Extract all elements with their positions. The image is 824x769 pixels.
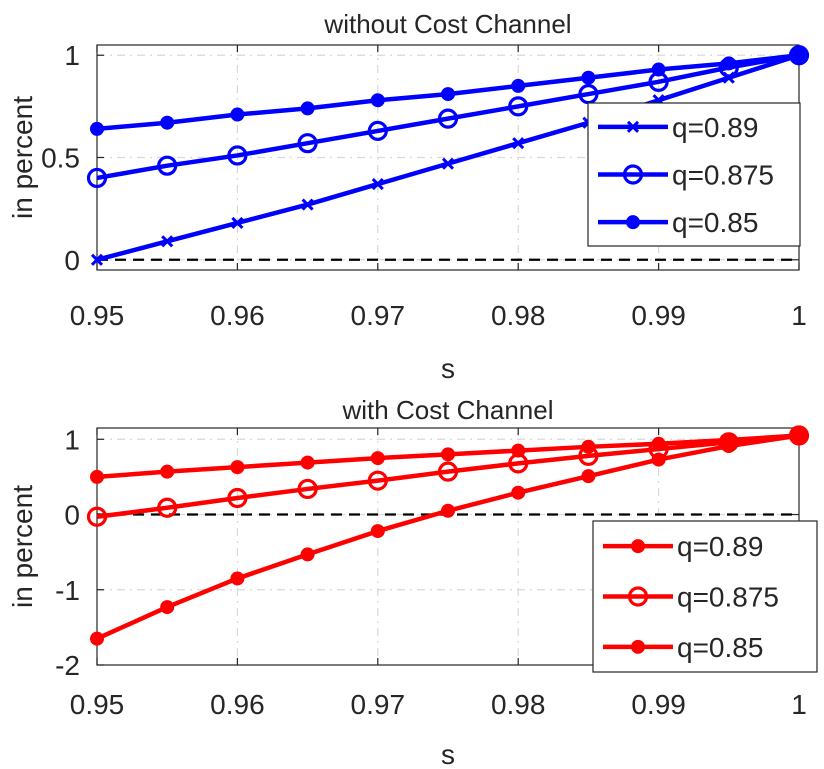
data-point xyxy=(300,547,315,562)
x-tick-label: 1 xyxy=(791,300,807,331)
data-point xyxy=(230,460,245,475)
x-tick-label: 0.99 xyxy=(631,689,686,720)
data-point xyxy=(581,70,596,85)
data-point xyxy=(508,96,529,117)
legend-label: q=0.89 xyxy=(677,531,763,562)
data-point xyxy=(90,253,104,266)
legend-swatch-marker xyxy=(631,639,645,654)
data-point xyxy=(301,198,314,211)
data-point xyxy=(157,155,178,176)
y-tick-label: 0.5 xyxy=(41,143,80,174)
y-tick-label: -2 xyxy=(55,650,80,681)
data-point xyxy=(721,433,736,448)
data-point xyxy=(160,115,175,130)
legend-swatch-marker xyxy=(622,164,644,185)
legend: q=0.89 q=0.875 q=0.85 xyxy=(592,520,818,673)
data-point xyxy=(297,478,318,500)
legend-swatch-marker xyxy=(627,586,649,607)
data-point xyxy=(792,428,806,443)
data-point xyxy=(300,455,315,470)
x-tick-label: 0.96 xyxy=(210,300,265,331)
data-point xyxy=(370,451,385,466)
data-point xyxy=(161,235,174,248)
data-point xyxy=(370,524,385,539)
x-tick-label: 0.96 xyxy=(210,689,265,720)
series-line xyxy=(96,53,800,181)
legend-swatch-marker xyxy=(631,539,645,554)
data-point xyxy=(511,485,526,500)
data-point xyxy=(441,157,455,170)
series-q=0.85 xyxy=(90,48,806,136)
data-point xyxy=(90,121,104,136)
x-tick-label: 0.98 xyxy=(491,300,546,331)
data-point xyxy=(511,443,526,458)
data-point xyxy=(581,439,596,454)
bottom-chart-panel: 0.95 0.96 0.97 0.98 0.99 1 -2 -1 0 1 with Cost Cha… xyxy=(7,395,818,769)
data-point xyxy=(367,470,388,491)
series-line xyxy=(96,433,800,520)
data-point xyxy=(437,108,459,129)
x-tick-label: 0.95 xyxy=(70,300,125,331)
y-axis-label: in percent xyxy=(7,96,38,219)
top-chart-panel: 0.95 0.96 0.97 0.98 0.99 1 0 0.5 1 without Cost C… xyxy=(7,9,810,384)
data-point xyxy=(227,145,248,166)
y-axis-label: in percent xyxy=(7,485,38,608)
data-point xyxy=(511,78,526,93)
data-point xyxy=(297,133,318,154)
x-tick-label: 0.98 xyxy=(491,689,546,720)
data-point xyxy=(86,167,108,189)
legend-swatch-marker xyxy=(626,120,640,133)
data-point xyxy=(227,487,248,509)
data-point xyxy=(651,62,666,77)
series-q=0.875 xyxy=(86,425,810,527)
x-tick-label: 0.97 xyxy=(351,300,406,331)
chart-title: without Cost Channel xyxy=(323,9,571,39)
data-point xyxy=(231,216,244,230)
data-point xyxy=(367,120,388,142)
data-point xyxy=(371,178,384,191)
legend-swatch-marker xyxy=(626,215,640,230)
data-point xyxy=(370,93,385,108)
legend-label: q=0.875 xyxy=(677,582,779,613)
legend-label: q=0.85 xyxy=(677,632,763,663)
data-point xyxy=(441,503,455,518)
y-tick-label: 0 xyxy=(64,500,80,531)
y-tick-label: 1 xyxy=(64,40,80,71)
data-point xyxy=(441,447,455,462)
data-point xyxy=(90,469,104,484)
y-tick-label: -1 xyxy=(55,575,80,606)
data-point xyxy=(86,506,108,527)
legend: q=0.89 q=0.875 q=0.85 xyxy=(587,102,801,247)
data-point xyxy=(230,571,245,586)
series-q=0.89 xyxy=(90,428,806,646)
data-point xyxy=(90,631,104,646)
y-tick-label: 0 xyxy=(64,245,80,276)
x-tick-label: 0.97 xyxy=(351,689,406,720)
data-point xyxy=(581,469,596,484)
data-point xyxy=(160,600,175,615)
x-tick-label: 0.99 xyxy=(631,300,686,331)
legend-label: q=0.89 xyxy=(672,112,758,143)
data-point xyxy=(651,436,666,451)
legend-label: q=0.875 xyxy=(672,160,774,191)
series-q=0.85 xyxy=(90,428,806,484)
data-point xyxy=(441,87,455,102)
data-point xyxy=(300,101,315,116)
y-tick-label: 1 xyxy=(64,424,80,455)
legend-label: q=0.85 xyxy=(672,207,758,238)
data-point xyxy=(230,107,245,122)
data-point xyxy=(792,48,806,63)
data-point xyxy=(157,497,178,518)
data-point xyxy=(160,464,175,479)
x-axis-label: s xyxy=(441,353,455,384)
data-point xyxy=(437,461,459,482)
x-tick-label: 1 xyxy=(791,689,807,720)
x-tick-label: 0.95 xyxy=(70,689,125,720)
x-axis-label: s xyxy=(441,739,455,769)
data-point xyxy=(512,137,525,150)
data-point xyxy=(721,56,736,71)
chart-title: with Cost Channel xyxy=(342,395,554,425)
